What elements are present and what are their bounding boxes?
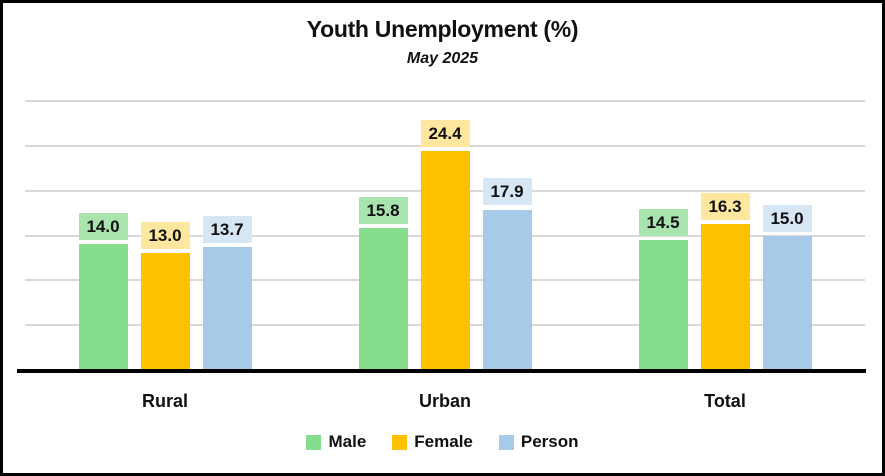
value-label-rural-male: 14.0 <box>78 213 128 241</box>
x-axis-line <box>17 369 866 373</box>
value-label-rural-person: 13.7 <box>202 216 252 244</box>
bar-urban-female <box>420 151 470 370</box>
legend-swatch-female <box>392 434 408 450</box>
legend-item-male: Male <box>306 432 366 452</box>
chart-subtitle: May 2025 <box>406 50 479 67</box>
bar-rural-female <box>140 253 190 370</box>
bar-urban-person <box>482 209 532 370</box>
legend-label-female: Female <box>414 432 473 451</box>
bar-total-person <box>762 235 812 370</box>
value-label-total-person: 15.0 <box>762 204 812 232</box>
legend-label-person: Person <box>520 432 579 451</box>
x-axis-label-urban: Urban <box>418 391 471 411</box>
bar-total-female <box>700 223 750 370</box>
bar-rural-person <box>202 247 252 370</box>
legend-label-male: Male <box>328 432 367 451</box>
bar-rural-male <box>78 244 128 370</box>
value-label-total-male: 14.5 <box>638 208 688 236</box>
gridline-30 <box>25 100 865 102</box>
legend-item-person: Person <box>498 432 579 452</box>
value-label-urban-person: 17.9 <box>482 178 532 206</box>
value-label-urban-male: 15.8 <box>358 197 408 225</box>
legend-swatch-person <box>498 434 514 450</box>
legend: Male Female Person <box>3 432 882 452</box>
legend-item-female: Female <box>392 432 473 452</box>
bar-total-male <box>638 239 688 370</box>
plot-area: 14.0 13.0 13.7 15.8 24.4 17.9 14.5 16.3 15.0 <box>25 100 865 370</box>
bar-urban-male <box>358 228 408 370</box>
value-label-rural-female: 13.0 <box>140 222 190 250</box>
x-axis-label-total: Total <box>704 391 746 411</box>
x-axis-labels: Rural Urban Total <box>25 391 865 412</box>
chart-title: Youth Unemployment (%) <box>306 16 579 42</box>
value-label-urban-female: 24.4 <box>420 120 470 148</box>
legend-swatch-male <box>306 434 322 450</box>
value-label-total-female: 16.3 <box>700 192 750 220</box>
x-axis-label-rural: Rural <box>141 391 188 411</box>
